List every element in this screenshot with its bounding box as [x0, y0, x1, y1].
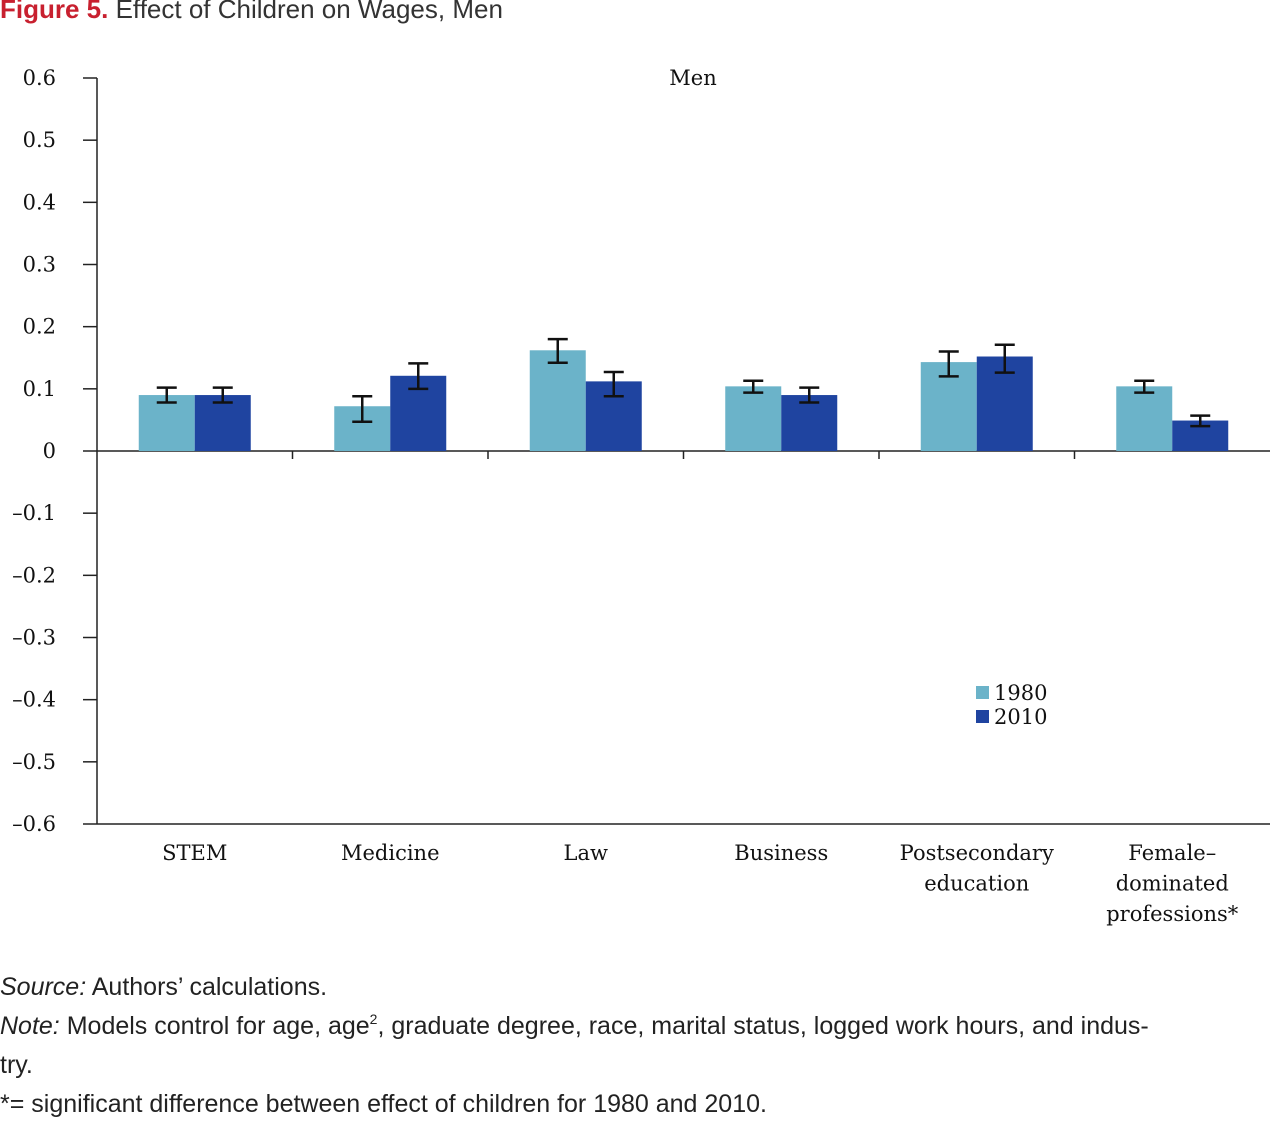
x-category-label-line: Postsecondary	[900, 841, 1054, 865]
y-tick-label: –0.6	[12, 812, 56, 836]
x-category-label-line: STEM	[162, 841, 227, 865]
y-tick-label: –0.3	[12, 626, 56, 650]
y-tick-label: 0	[43, 439, 56, 463]
note-continuation: try.	[0, 1051, 33, 1079]
x-category-label-line: Female–	[1128, 841, 1216, 865]
x-category-label: Female– dominated professions*	[1106, 841, 1239, 926]
y-tick-label: 0.5	[23, 128, 56, 152]
legend-label-2010: 2010	[994, 705, 1047, 729]
note-lead: Note:	[0, 1012, 60, 1040]
legend-label-1980: 1980	[994, 681, 1047, 705]
bar-1980	[138, 395, 195, 451]
y-tick-label: –0.4	[12, 688, 56, 712]
bar-2010	[781, 395, 838, 451]
y-tick-label: –0.5	[12, 750, 56, 774]
y-tick-label: 0.1	[23, 377, 56, 401]
note-text-a: Models control for age, age	[59, 1012, 370, 1040]
figure-heading: Figure 5. Effect of Children on Wages, M…	[0, 0, 503, 25]
bar-2010	[194, 395, 251, 451]
x-category-label-line: dominated	[1116, 872, 1229, 896]
figure-label: Figure 5.	[0, 0, 109, 24]
x-category-label-line: Medicine	[341, 841, 440, 865]
x-category-label: Medicine	[341, 841, 440, 865]
y-tick-label: 0.2	[23, 315, 56, 339]
y-tick-label: 0.3	[23, 253, 56, 277]
bar-chart: 0.6 0.5 0.4 0.3 0.2 0.1 0 –0.1 –0.2 –0.3 –0.4 –0.5 –…	[12, 66, 1270, 926]
legend-swatch-2010	[976, 710, 989, 723]
significance-note: *= significant difference between effect…	[0, 1090, 767, 1118]
x-category-label: Business	[734, 841, 828, 865]
bar-1980	[725, 386, 782, 451]
y-tick-label: –0.1	[12, 501, 56, 525]
source-line: Source: Authors’ calculations.	[0, 968, 1280, 1007]
source-text: Authors’ calculations.	[86, 973, 328, 1001]
bar-1980	[1116, 386, 1173, 451]
chart-title: Men	[669, 66, 716, 90]
y-tick-label: 0.6	[23, 66, 56, 90]
x-category-label-line: education	[924, 872, 1029, 896]
y-tick-label: –0.2	[12, 563, 56, 587]
x-category-label-line: professions*	[1106, 902, 1239, 926]
y-tick-label: 0.4	[23, 190, 56, 214]
legend-swatch-1980	[976, 686, 989, 699]
figure-notes: Source: Authors’ calculations. Note: Mod…	[0, 968, 1280, 1124]
x-category-label-line: Business	[734, 841, 828, 865]
x-category-label-line: Law	[564, 841, 608, 865]
x-category-label: Law	[564, 841, 608, 865]
bar-1980	[529, 350, 586, 451]
x-category-label: Postsecondary education	[900, 841, 1054, 896]
note-line: Note: Models control for age, age2, grad…	[0, 1007, 1280, 1046]
note-superscript: 2	[369, 1011, 378, 1027]
x-category-label: STEM	[162, 841, 227, 865]
note-text-b: , graduate degree, race, marital status,…	[377, 1012, 1149, 1040]
source-lead: Source:	[0, 973, 87, 1001]
figure-title: Effect of Children on Wages, Men	[115, 0, 503, 24]
